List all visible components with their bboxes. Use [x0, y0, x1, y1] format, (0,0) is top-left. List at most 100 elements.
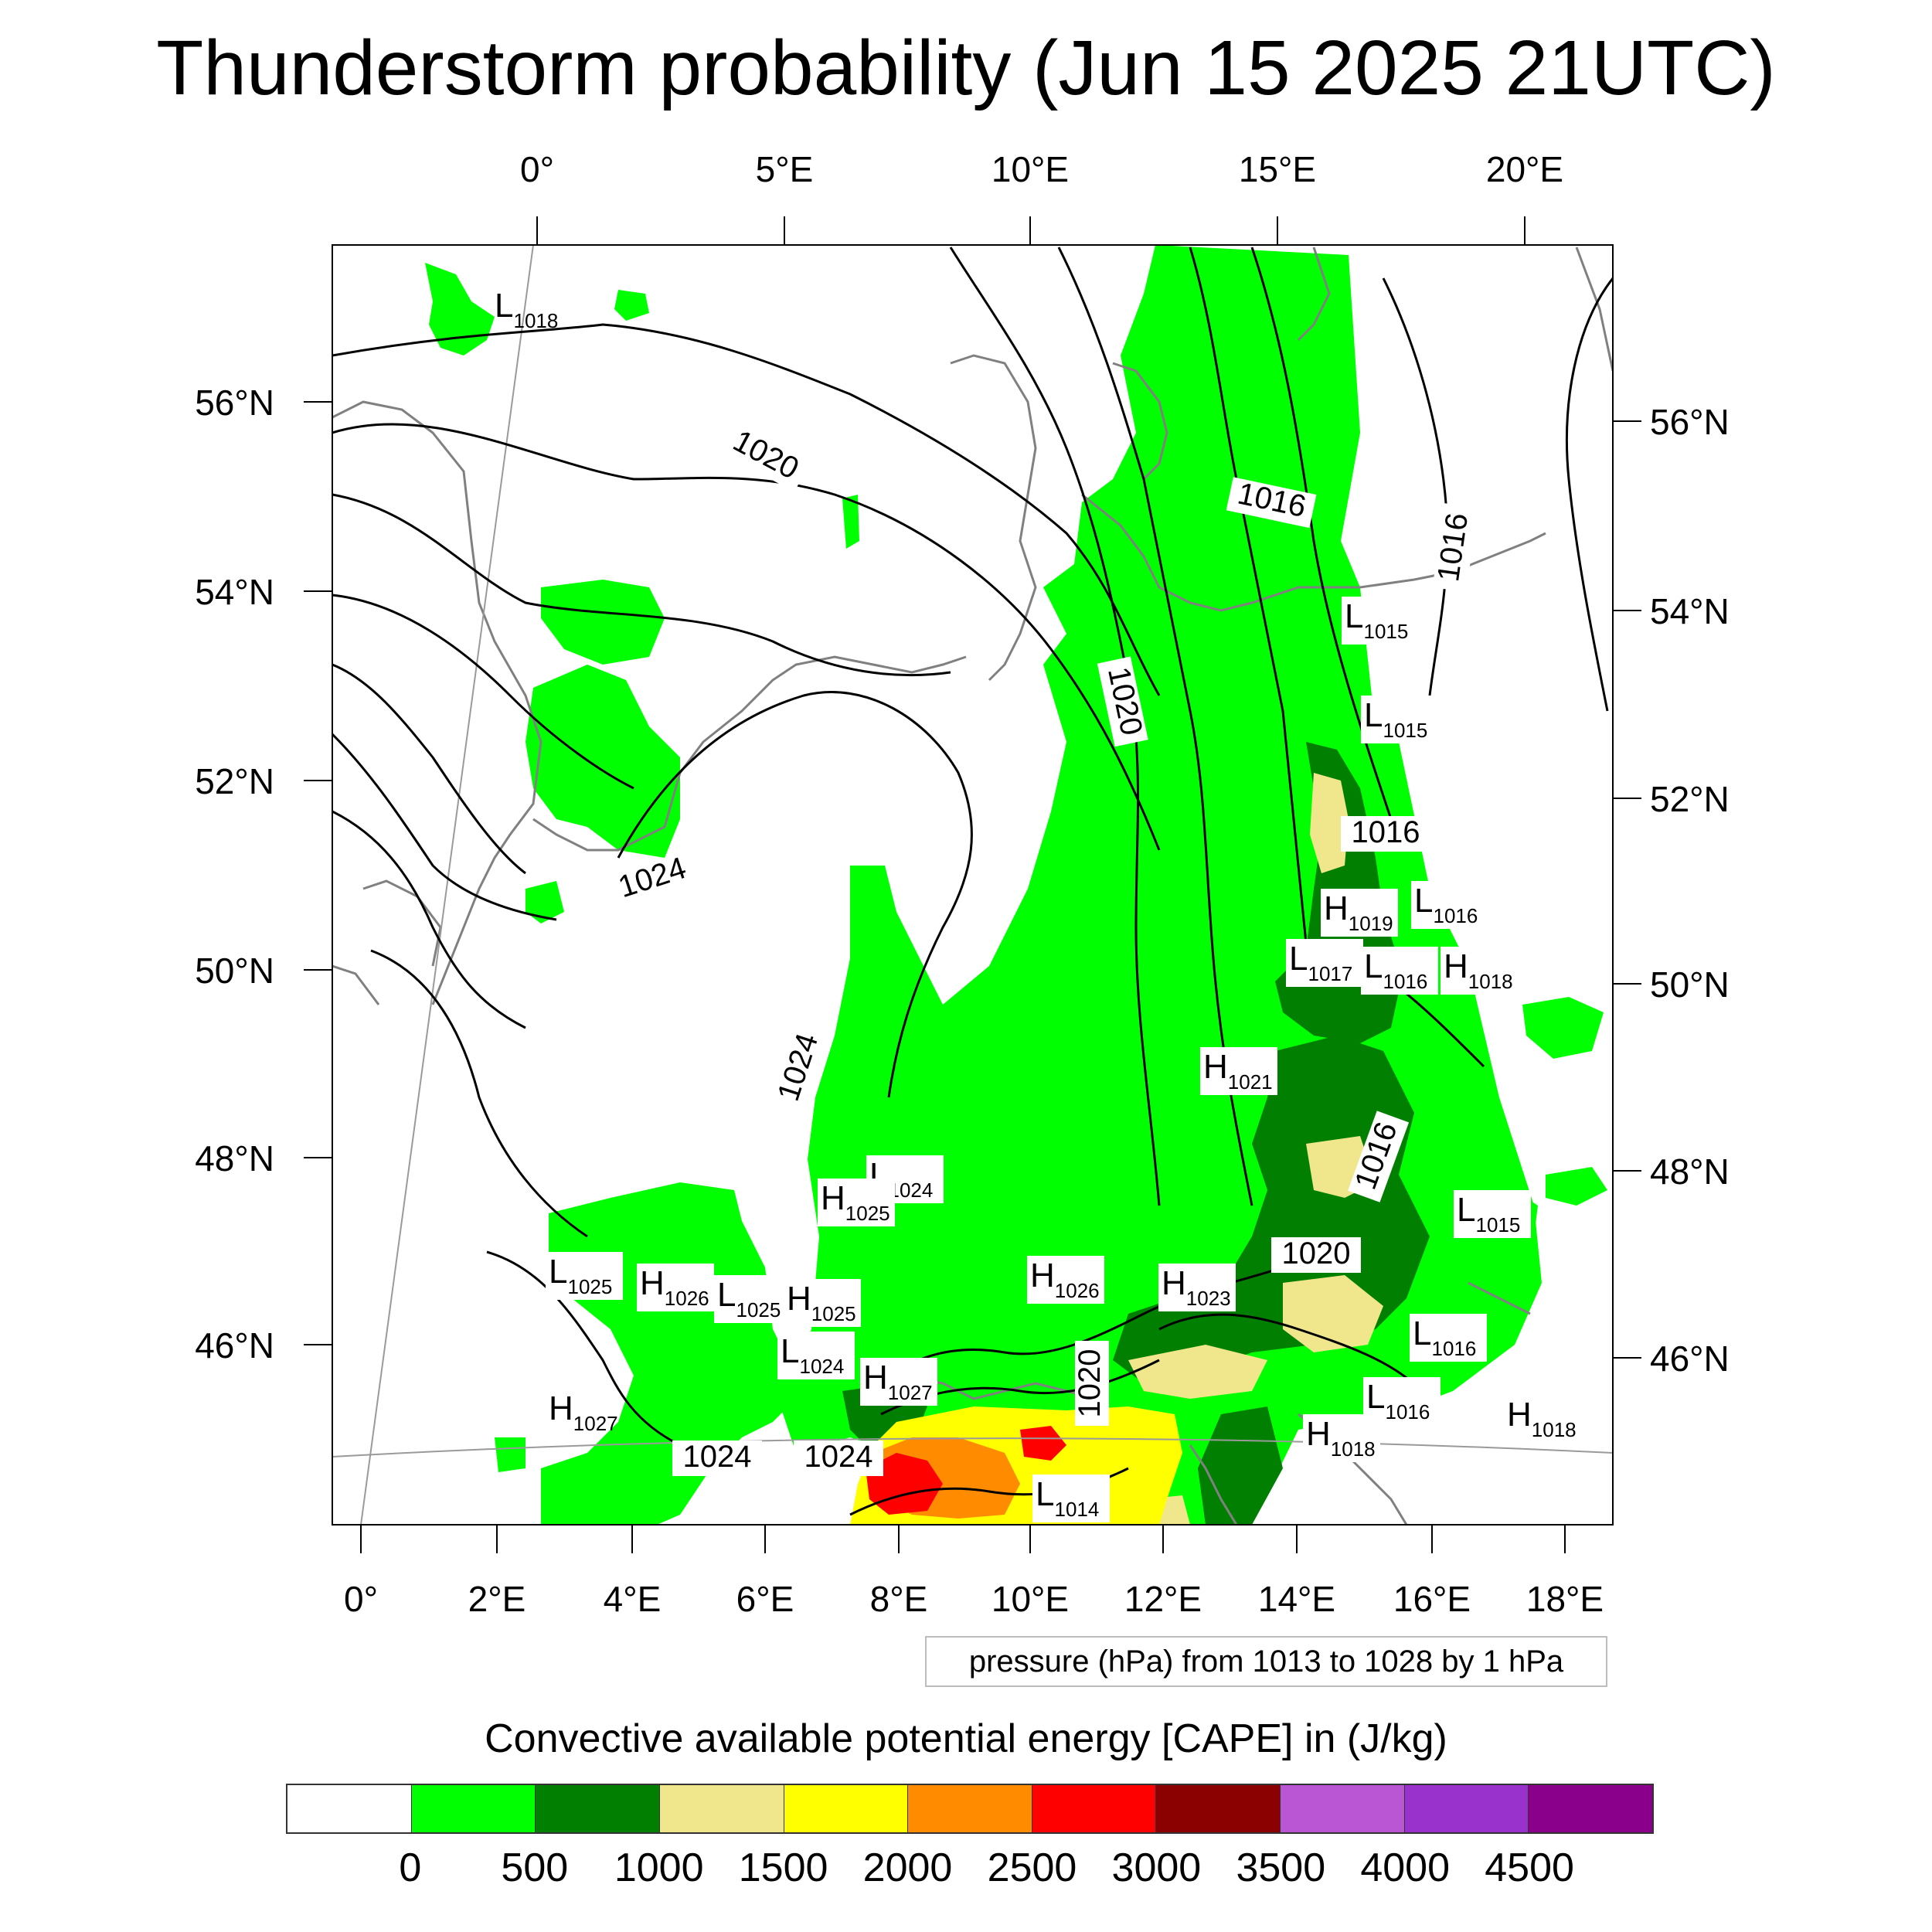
isobars: [332, 247, 1613, 1516]
bottom-lon-label: 14°E: [1258, 1579, 1335, 1619]
svg-text:L1024: L1024: [781, 1332, 844, 1378]
left-lat-label: 46°N: [195, 1325, 274, 1366]
colorbar-tick-label: 3500: [1236, 1845, 1326, 1890]
bottom-lon-label: 6°E: [736, 1579, 794, 1619]
svg-text:L1015: L1015: [1457, 1191, 1520, 1236]
svg-text:H1026: H1026: [640, 1264, 709, 1310]
isobar-label: 1016: [1352, 815, 1420, 849]
colorbar-tick-label: 4000: [1360, 1845, 1451, 1890]
pressure-center: H1021: [1200, 1047, 1277, 1095]
cape-colorbar: [286, 1784, 1654, 1834]
colorbar-tick-label: 0: [399, 1845, 422, 1890]
left-lat-label: 54°N: [195, 572, 274, 612]
pressure-center: H1026: [1027, 1256, 1104, 1304]
colorbar-tick-label: 1500: [738, 1845, 828, 1890]
bottom-lon-label: 10°E: [992, 1579, 1069, 1619]
pressure-center: H1018: [1440, 947, 1518, 995]
colorbar-box: [908, 1785, 1032, 1832]
colorbar-box: [784, 1785, 909, 1832]
bottom-lon-label: 8°E: [870, 1579, 928, 1619]
pressure-center: H1026: [637, 1264, 714, 1311]
svg-text:L1016: L1016: [1413, 1315, 1476, 1360]
bottom-lon-label: 12°E: [1124, 1579, 1202, 1619]
colorbar-tick-label: 3000: [1111, 1845, 1202, 1890]
colorbar-tick-label: 2500: [987, 1845, 1077, 1890]
colorbar-box: [1156, 1785, 1281, 1832]
pressure-center: H1019: [1321, 889, 1398, 937]
colorbar-box: [1032, 1785, 1157, 1832]
bottom-lon-label: 0°: [344, 1579, 378, 1619]
isobar-label: 1024: [683, 1440, 752, 1474]
svg-text:H1027: H1027: [863, 1359, 933, 1404]
pressure-center: L1016: [1361, 947, 1438, 995]
left-lat-label: 50°N: [195, 951, 274, 991]
colorbar-tick-label: 4500: [1485, 1845, 1574, 1890]
svg-text:H1018: H1018: [1507, 1396, 1577, 1441]
svg-text:H1025: H1025: [821, 1179, 890, 1225]
axis-ticks: [304, 216, 1641, 1553]
pressure-center: L1024: [777, 1332, 855, 1379]
bottom-lon-label: 2°E: [468, 1579, 526, 1619]
svg-text:H1026: H1026: [1030, 1257, 1100, 1302]
pressure-center: H1018: [1303, 1414, 1380, 1462]
right-lat-label: 54°N: [1650, 591, 1730, 631]
right-lat-label: 52°N: [1650, 779, 1730, 819]
colorbar-box: [1404, 1785, 1529, 1832]
pressure-center: H1023: [1158, 1264, 1236, 1311]
isobar-label: 1020: [1073, 1349, 1107, 1418]
pressure-center: L1016: [1411, 881, 1488, 929]
colorbar-box: [287, 1785, 412, 1832]
isobar-label: 1020: [1282, 1236, 1351, 1270]
colorbar-box: [411, 1785, 536, 1832]
svg-text:L1025: L1025: [717, 1276, 781, 1321]
colorbar-box: [1281, 1785, 1405, 1832]
pressure-center: L1015: [1361, 696, 1438, 743]
pressure-center: H1025: [784, 1279, 861, 1327]
pressure-center: H1018: [1507, 1396, 1577, 1441]
bottom-lon-label: 16°E: [1393, 1579, 1471, 1619]
left-lat-label: 48°N: [195, 1138, 274, 1179]
colorbar-title: Convective available potential energy [C…: [485, 1716, 1447, 1761]
svg-text:H1018: H1018: [1306, 1415, 1376, 1461]
right-lat-label: 48°N: [1650, 1151, 1730, 1192]
pressure-center: H1025: [818, 1179, 895, 1226]
svg-text:H1023: H1023: [1162, 1264, 1231, 1310]
svg-text:L1015: L1015: [1364, 696, 1427, 742]
colorbar-labels: 0 500 1000 1500 2000 2500 3000 3500 4000…: [286, 1841, 1654, 1895]
pressure-center: L1015: [1342, 597, 1419, 645]
top-lon-label: 5°E: [756, 149, 814, 189]
isobar-label: 1024: [804, 1440, 873, 1474]
svg-text:L1018: L1018: [495, 287, 558, 332]
svg-text:H1025: H1025: [787, 1280, 856, 1325]
pressure-center: L1025: [714, 1275, 791, 1323]
top-lon-label: 20°E: [1486, 149, 1563, 189]
svg-text:H1018: H1018: [1444, 947, 1513, 993]
map-border: [332, 244, 1614, 1526]
top-lon-label: 10°E: [992, 149, 1069, 189]
top-lon-label: 15°E: [1239, 149, 1316, 189]
left-lat-label: 52°N: [195, 761, 274, 801]
svg-text:H1027: H1027: [549, 1389, 618, 1435]
svg-text:L1016: L1016: [1366, 1378, 1430, 1423]
top-lon-label: 0°: [520, 149, 554, 189]
colorbar-tick-label: 1000: [614, 1845, 704, 1890]
colorbar-box: [1529, 1785, 1653, 1832]
svg-text:L1017: L1017: [1289, 940, 1352, 985]
pressure-center: L1025: [546, 1252, 623, 1300]
svg-text:L1016: L1016: [1364, 947, 1427, 993]
pressure-center: L1015: [1454, 1190, 1531, 1238]
right-lat-label: 56°N: [1650, 402, 1730, 442]
pressure-center: L1016: [1410, 1314, 1487, 1362]
weather-map: 0° 5°E 10°E 15°E 20°E 0° 2°E 4°E 6°E 8°E…: [195, 149, 1730, 1619]
colorbar-tick-label: 500: [501, 1845, 569, 1890]
left-lat-label: 56°N: [195, 383, 274, 423]
bottom-lon-label: 18°E: [1526, 1579, 1604, 1619]
pressure-center: H1027: [860, 1358, 937, 1406]
colorbar-tick-label: 2000: [862, 1845, 953, 1890]
colorbar-box: [659, 1785, 784, 1832]
svg-text:L1025: L1025: [549, 1253, 612, 1298]
pressure-center: L1014: [1032, 1475, 1110, 1522]
bottom-lon-label: 4°E: [604, 1579, 662, 1619]
svg-text:L1016: L1016: [1414, 882, 1478, 927]
pressure-center: L1017: [1286, 939, 1363, 987]
